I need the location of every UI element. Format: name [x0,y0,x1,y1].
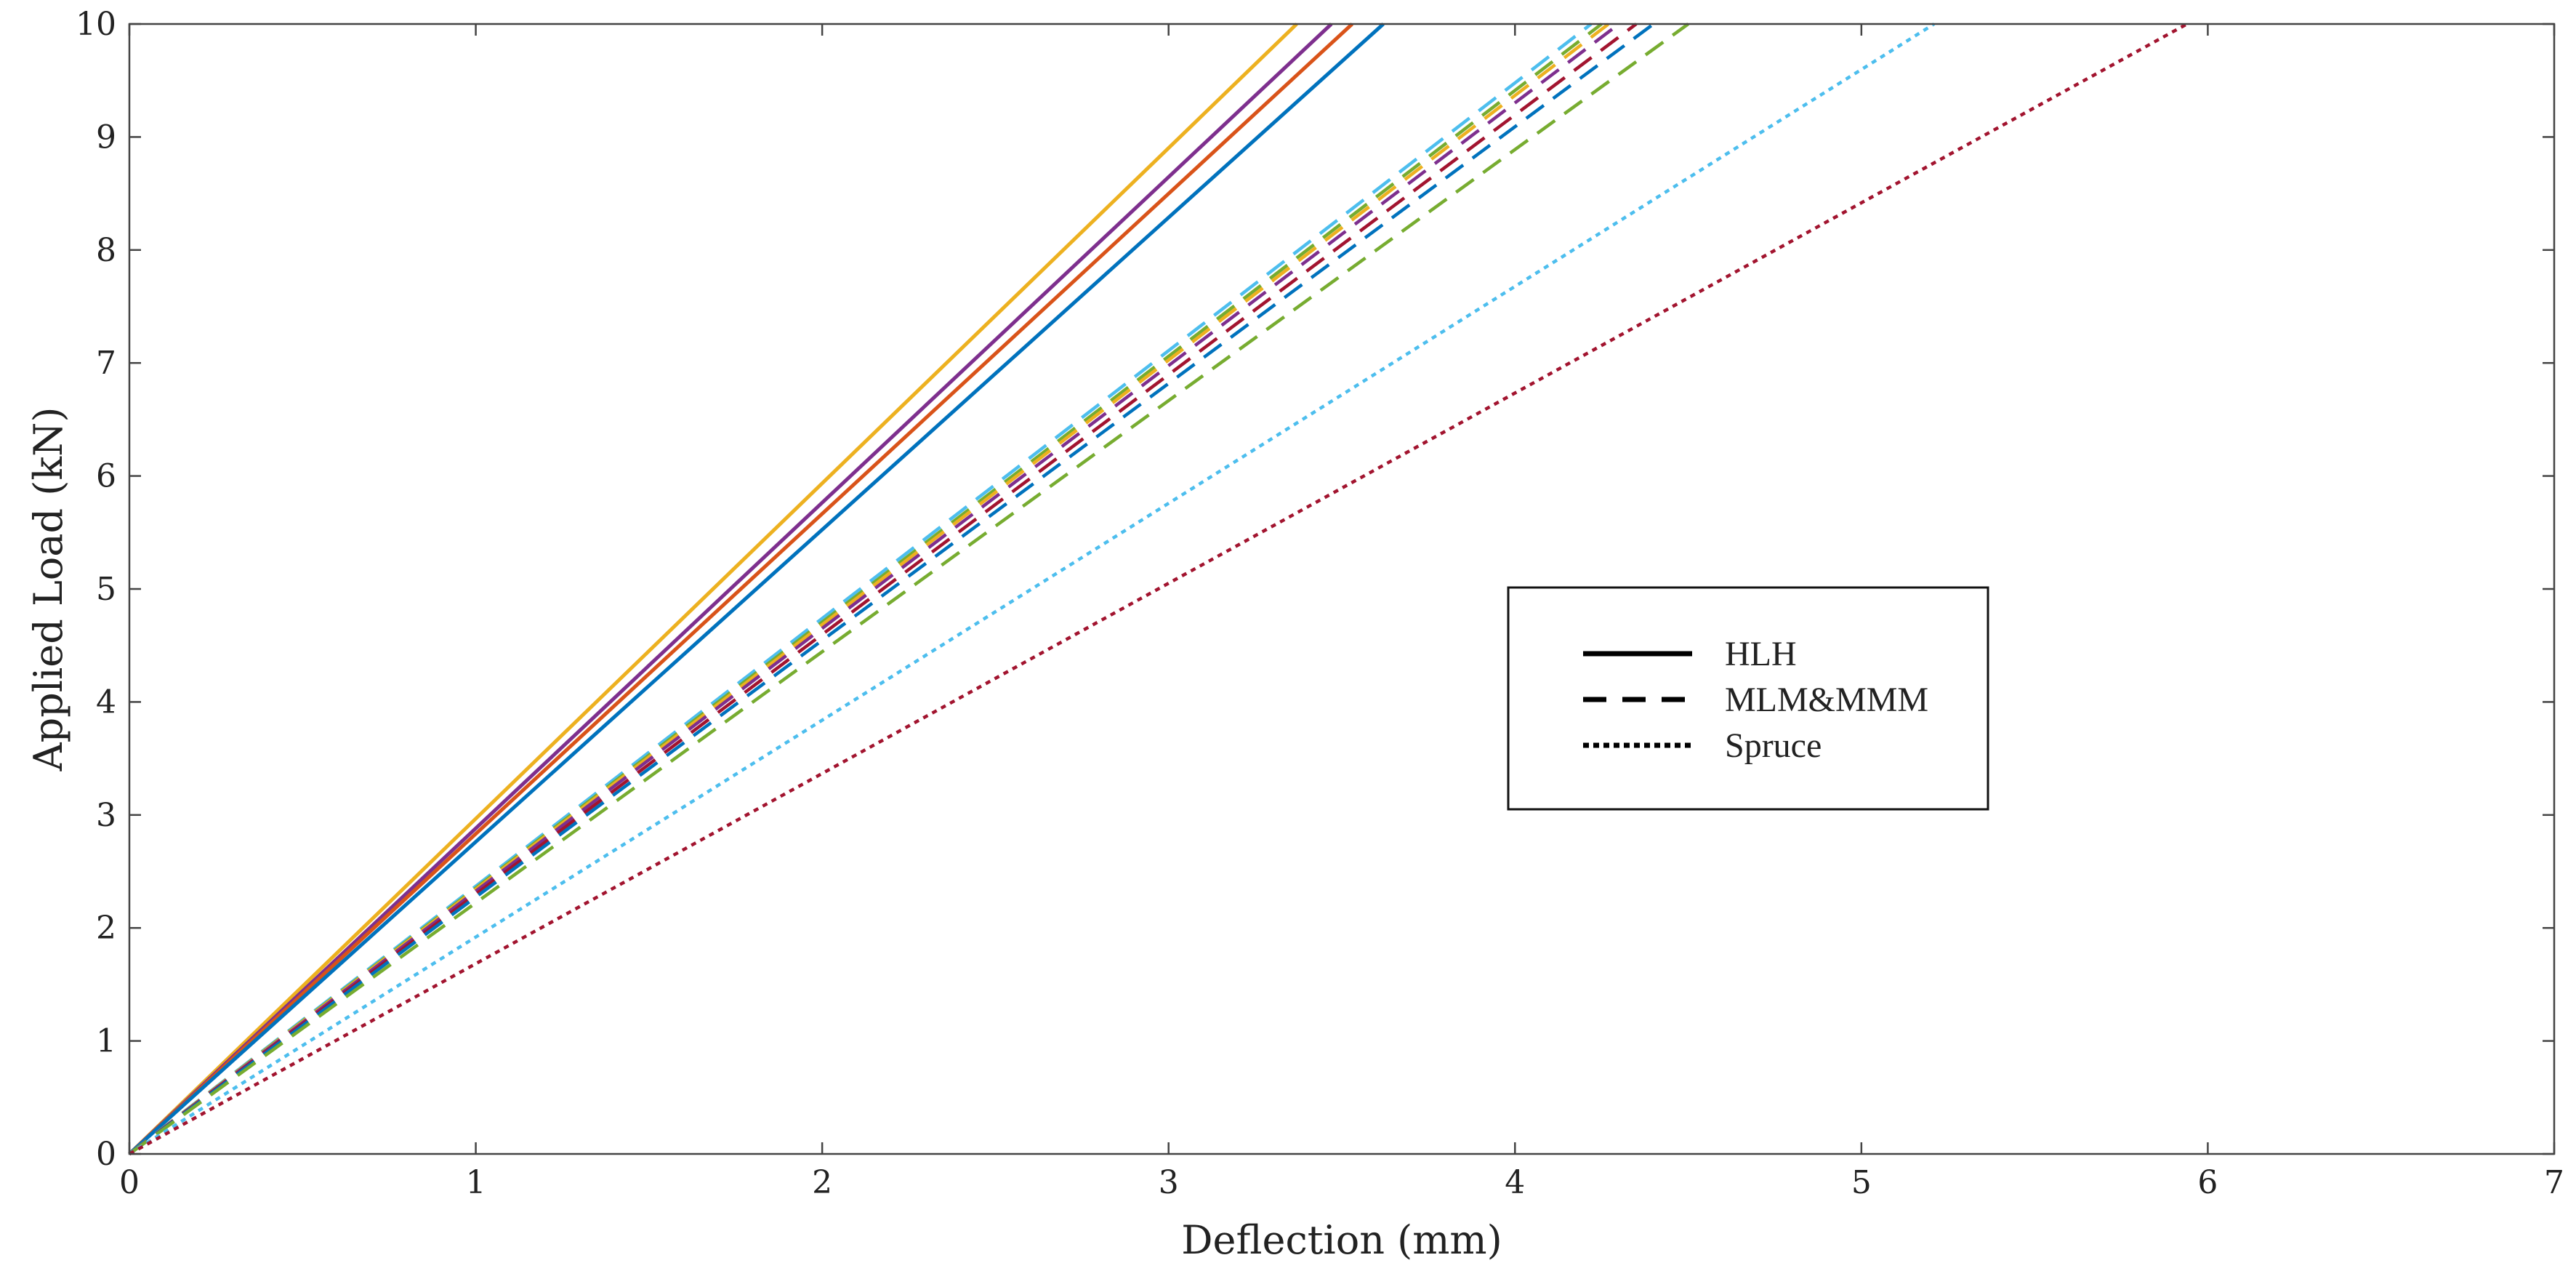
y-tick-label: 3 [96,797,116,834]
x-tick-label: 6 [2197,1164,2218,1201]
series-line-mlm-mmm-9 [128,23,1655,1155]
x-axis-label: Deflection (mm) [1181,1217,1502,1263]
x-tick-label: 7 [2544,1164,2564,1201]
series-line-hlh-0 [128,23,1298,1155]
series-line-hlh-1 [128,23,1333,1155]
y-tick-label: 9 [96,119,116,156]
y-tick-label: 7 [96,345,116,382]
y-tick-label: 5 [96,571,116,608]
y-tick-label: 8 [96,232,116,269]
y-tick-label: 6 [96,458,116,495]
x-tick-label: 4 [1505,1164,1525,1201]
y-tick-label: 0 [96,1136,116,1173]
x-tick-label: 0 [119,1164,140,1201]
legend-label-spruce: Spruce [1725,726,1822,765]
series-line-mlm-mmm-8 [128,23,1638,1155]
series-line-mlm-mmm-7 [128,23,1620,1155]
series-layer [128,23,2188,1155]
legend: HLH MLM&MMM Spruce [1507,586,1989,811]
y-tick-label: 4 [96,683,116,721]
series-line-hlh-3 [128,23,1385,1155]
series-line-spruce-11 [128,23,1936,1155]
series-line-spruce-12 [128,23,2188,1155]
series-line-hlh-2 [128,23,1353,1155]
y-tick-label: 2 [96,910,116,947]
y-tick-label: 1 [96,1023,116,1060]
y-tick-label: 10 [76,6,116,43]
legend-label-mlm-mmm: MLM&MMM [1725,681,1928,719]
y-axis-label: Applied Load (kN) [25,407,71,772]
x-tick-label: 2 [812,1164,832,1201]
x-tick-label: 1 [466,1164,486,1201]
x-tick-label: 3 [1159,1164,1179,1201]
legend-label-hlh: HLH [1725,635,1797,673]
ticks-layer: 0 1 2 3 4 5 6 7 0 1 2 3 4 5 6 7 8 9 10 [76,6,2564,1201]
series-line-mlm-mmm-10 [128,23,1689,1155]
x-tick-label: 5 [1851,1164,1872,1201]
